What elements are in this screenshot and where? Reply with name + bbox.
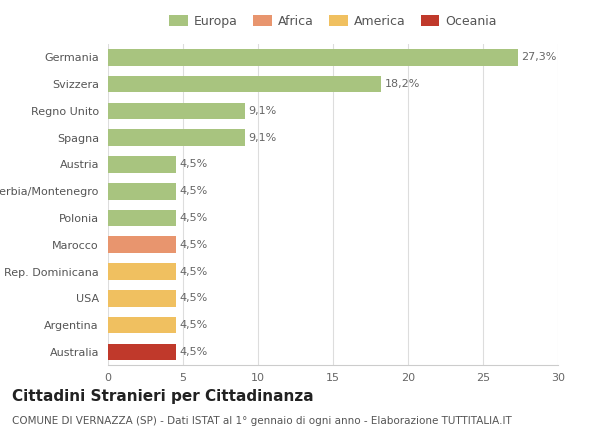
Bar	[108, 49, 517, 66]
Legend: Europa, Africa, America, Oceania: Europa, Africa, America, Oceania	[165, 11, 501, 31]
Bar	[108, 129, 245, 146]
Bar	[108, 210, 176, 226]
Bar	[108, 344, 176, 360]
Bar	[108, 263, 176, 280]
Text: 4,5%: 4,5%	[179, 213, 208, 223]
Text: 4,5%: 4,5%	[179, 267, 208, 276]
Text: 4,5%: 4,5%	[179, 186, 208, 196]
Text: 9,1%: 9,1%	[248, 133, 277, 143]
Text: 4,5%: 4,5%	[179, 320, 208, 330]
Text: Cittadini Stranieri per Cittadinanza: Cittadini Stranieri per Cittadinanza	[12, 389, 314, 404]
Bar	[108, 317, 176, 334]
Bar	[108, 183, 176, 199]
Bar	[108, 76, 381, 92]
Text: 4,5%: 4,5%	[179, 159, 208, 169]
Text: 9,1%: 9,1%	[248, 106, 277, 116]
Bar	[108, 103, 245, 119]
Text: 4,5%: 4,5%	[179, 240, 208, 250]
Text: 27,3%: 27,3%	[521, 52, 557, 62]
Text: 4,5%: 4,5%	[179, 293, 208, 303]
Text: 4,5%: 4,5%	[179, 347, 208, 357]
Text: 18,2%: 18,2%	[385, 79, 420, 89]
Bar	[108, 290, 176, 307]
Bar	[108, 236, 176, 253]
Text: COMUNE DI VERNAZZA (SP) - Dati ISTAT al 1° gennaio di ogni anno - Elaborazione T: COMUNE DI VERNAZZA (SP) - Dati ISTAT al …	[12, 416, 512, 426]
Bar	[108, 156, 176, 173]
